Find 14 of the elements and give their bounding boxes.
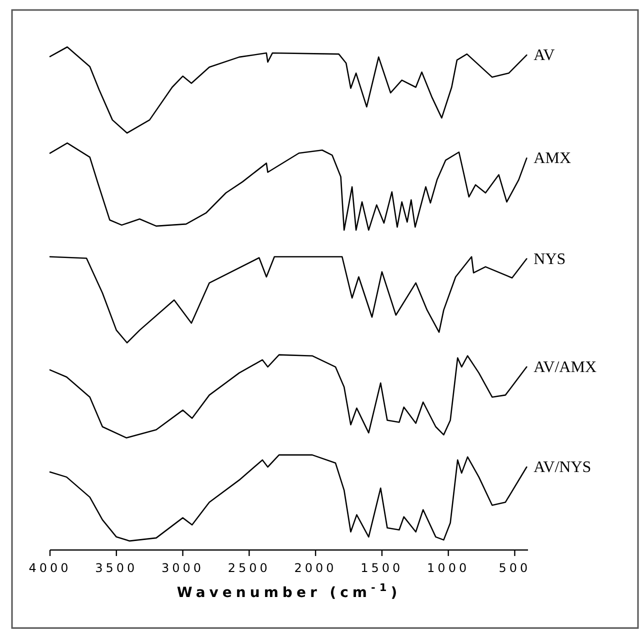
x-tick-label: 1500 bbox=[360, 561, 404, 575]
x-tick-label: 2500 bbox=[228, 561, 270, 575]
x-tick-label: 1000 bbox=[427, 561, 470, 575]
x-tick-label: 3000 bbox=[162, 561, 204, 575]
x-tick-label: 4000 bbox=[28, 561, 72, 575]
series-label: AV/AMX bbox=[534, 358, 597, 376]
series-label: AV/NYS bbox=[534, 459, 592, 476]
x-tick-label: 2000 bbox=[294, 561, 337, 575]
series-label: AV bbox=[534, 47, 556, 64]
series-label: NYS bbox=[534, 250, 566, 268]
x-tick-label: 3500 bbox=[95, 561, 138, 575]
x-tick-label: 500 bbox=[498, 561, 531, 575]
series-label: AMX bbox=[534, 150, 572, 168]
x-axis-title: Wavenumber (cm$^{-1}$) bbox=[176, 582, 402, 601]
